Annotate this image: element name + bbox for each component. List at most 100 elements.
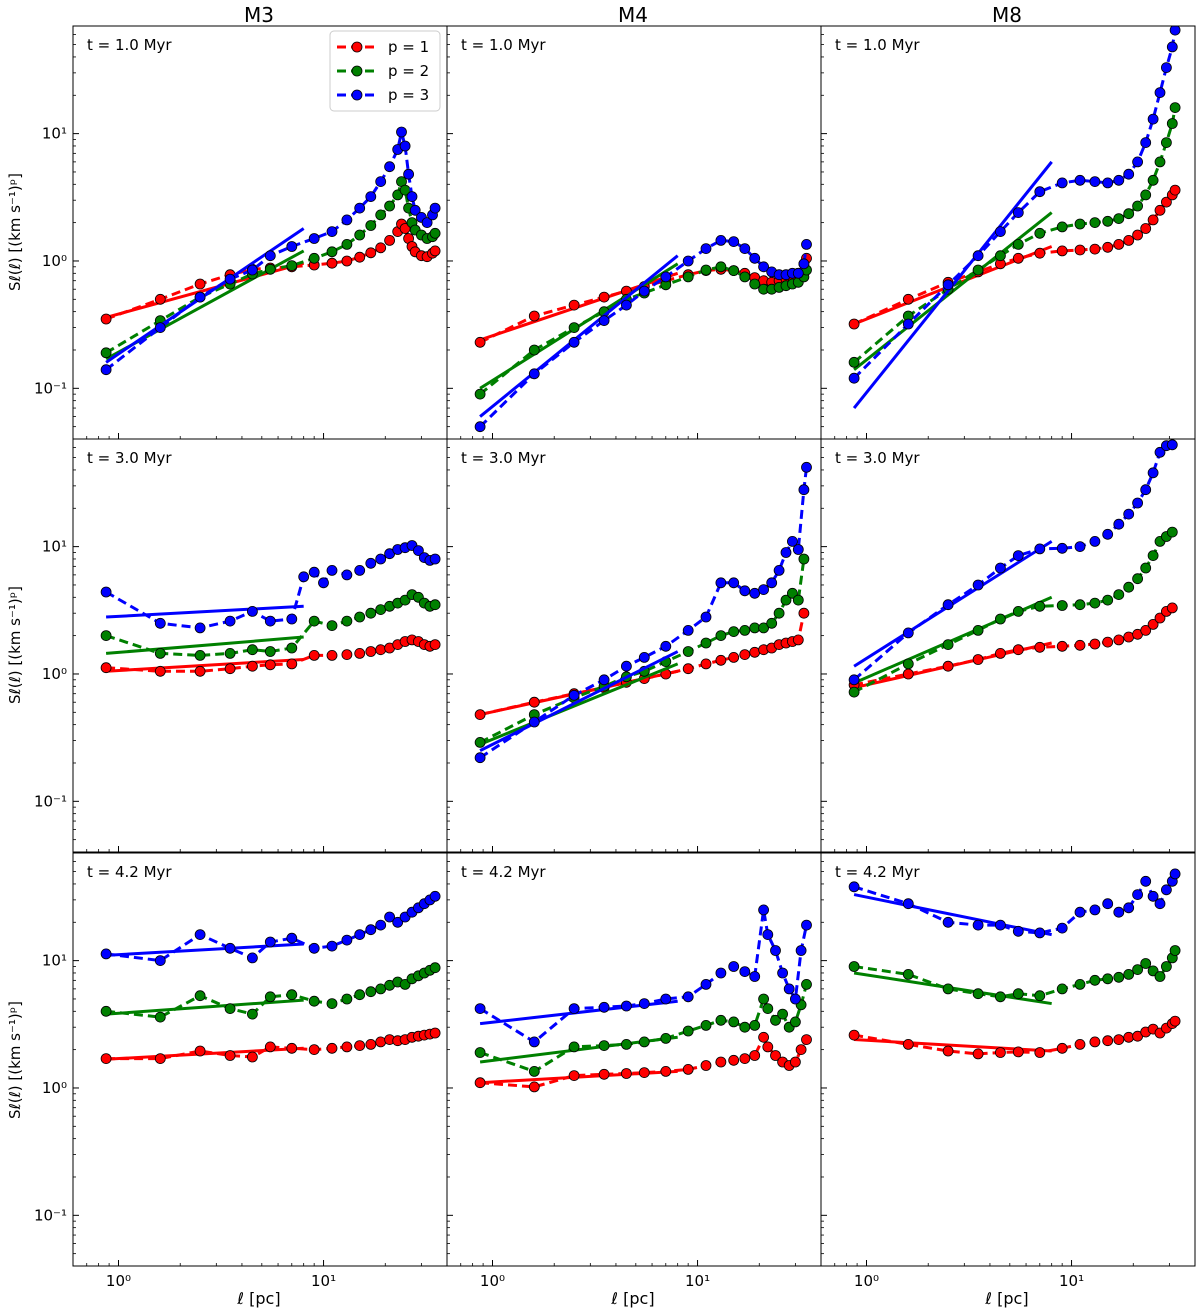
- data-point-p3: [308, 233, 320, 244]
- panel-m4-row-3: 10⁰ 10¹ t = 4.2 Myr: [446, 852, 822, 1290]
- data-point-p3: [246, 952, 258, 964]
- data-point-p3: [728, 236, 740, 248]
- data-point-p3: [1140, 875, 1152, 887]
- data-point-p1: [326, 257, 338, 269]
- data-point-p2: [780, 594, 792, 606]
- data-point-p3: [1147, 113, 1159, 125]
- data-point-p2: [749, 1020, 761, 1031]
- data-point-p3: [403, 168, 415, 180]
- data-point-p2: [341, 993, 353, 1005]
- data-point-p3: [1056, 542, 1068, 554]
- data-point-p1: [365, 646, 377, 657]
- data-point-p1: [682, 1064, 694, 1075]
- data-point-p2: [286, 642, 298, 654]
- data-point-p3: [568, 336, 580, 348]
- data-point-p1: [795, 1044, 807, 1055]
- data-point-p1: [1113, 238, 1125, 250]
- data-point-p3: [341, 934, 353, 946]
- data-point-p3: [396, 126, 407, 138]
- y-axis-label-row-1: Sℓ(ℓ) [(km s⁻¹)ᵖ]: [6, 173, 24, 291]
- data-point-p2: [1074, 979, 1086, 990]
- data-point-p1: [598, 291, 610, 303]
- fit-line-p3: [106, 604, 304, 619]
- data-point-p1: [1102, 241, 1114, 253]
- data-line-p1: [853, 189, 1177, 326]
- data-point-p3: [749, 587, 761, 599]
- data-point-p3: [902, 627, 914, 639]
- data-point-p1: [790, 1056, 801, 1068]
- data-point-p2: [1113, 213, 1125, 225]
- data-point-p3: [1147, 890, 1159, 902]
- data-point-p3: [1089, 176, 1101, 188]
- data-point-p1: [429, 639, 441, 650]
- data-point-p2: [1102, 594, 1114, 606]
- data-point-p3: [1113, 174, 1125, 186]
- data-point-p2: [384, 200, 396, 212]
- data-point-p1: [1169, 1015, 1181, 1027]
- data-point-p3: [790, 993, 801, 1005]
- data-point-p2: [224, 648, 236, 659]
- data-point-p1: [1074, 639, 1086, 651]
- x-tick-label: 10¹: [311, 1272, 336, 1290]
- data-point-p1: [798, 607, 810, 619]
- data-point-p1: [792, 634, 804, 646]
- y-tick-label: 10⁰: [42, 1079, 67, 1097]
- data-point-p2: [1012, 238, 1024, 250]
- data-point-p3: [1113, 518, 1125, 530]
- data-point-p1: [286, 658, 298, 670]
- x-axis-label-m3: ℓ [pc]: [236, 1289, 280, 1308]
- time-annotation: t = 3.0 Myr: [87, 449, 172, 467]
- data-point-p3: [224, 942, 236, 954]
- data-point-p3: [286, 613, 298, 625]
- data-point-p3: [409, 204, 421, 216]
- data-point-p2: [246, 1008, 258, 1020]
- data-point-p1: [749, 1050, 761, 1061]
- y-axis-label-row-2: Sℓ(ℓ) [(km s⁻¹)ᵖ]: [6, 586, 24, 704]
- data-point-p1: [1169, 184, 1181, 196]
- panel-frame: [820, 852, 1196, 1267]
- data-point-p3: [568, 1003, 580, 1014]
- data-point-p2: [728, 1016, 740, 1028]
- data-point-p1: [246, 1051, 258, 1063]
- data-point-p3: [700, 243, 712, 255]
- data-point-p3: [621, 1000, 632, 1012]
- data-point-p3: [429, 202, 441, 214]
- x-tick-label: 10¹: [685, 1272, 710, 1290]
- data-point-p1: [375, 644, 387, 656]
- data-point-p1: [1012, 252, 1024, 264]
- data-point-p3: [598, 315, 610, 327]
- data-point-p2: [154, 648, 166, 659]
- data-point-p3: [787, 536, 798, 547]
- data-point-p2: [528, 344, 540, 356]
- data-point-p3: [766, 577, 778, 589]
- data-point-p3: [972, 579, 984, 591]
- data-point-p3: [780, 547, 792, 558]
- panel-m3-row-1: 10⁻¹ 10⁰ 10¹ t = 1.0 Myr: [34, 25, 448, 440]
- data-point-p2: [375, 983, 387, 995]
- data-point-p2: [568, 1041, 580, 1053]
- data-point-p1: [715, 654, 727, 666]
- time-annotation: t = 4.2 Myr: [87, 863, 172, 881]
- data-point-p2: [1147, 550, 1159, 561]
- data-point-p1: [1123, 234, 1135, 246]
- data-point-p2: [528, 1066, 540, 1077]
- data-point-p1: [341, 1041, 353, 1053]
- data-point-p3: [1113, 906, 1125, 918]
- data-point-p1: [1113, 1034, 1125, 1045]
- data-point-p3: [384, 911, 396, 923]
- data-point-p3: [568, 689, 580, 701]
- data-point-p1: [375, 242, 387, 254]
- data-point-p3: [246, 264, 258, 276]
- data-point-p2: [354, 611, 366, 623]
- data-point-p1: [308, 650, 320, 661]
- data-point-p2: [1166, 118, 1178, 129]
- data-point-p3: [792, 267, 804, 279]
- legend-marker-p2: [351, 65, 363, 77]
- data-point-p3: [700, 979, 712, 990]
- data-point-p2: [1102, 215, 1114, 227]
- data-point-p1: [224, 1050, 236, 1061]
- data-point-p3: [1074, 174, 1086, 186]
- data-point-p2: [1154, 156, 1166, 168]
- data-point-p3: [739, 243, 751, 255]
- data-point-p3: [354, 929, 366, 940]
